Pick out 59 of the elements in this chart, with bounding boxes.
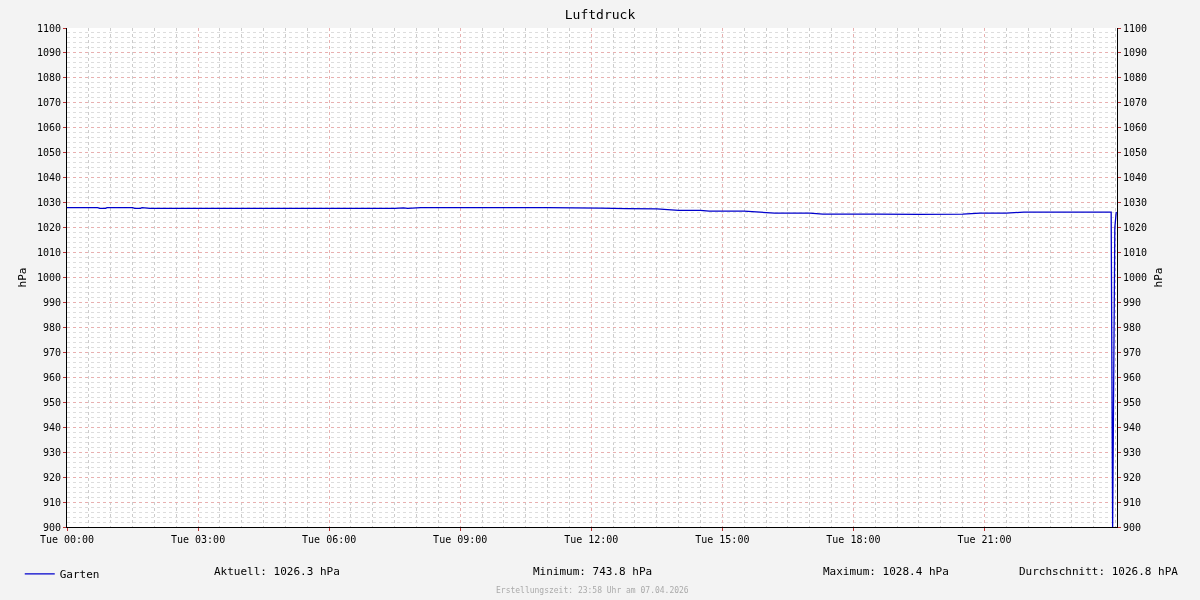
y2-tick-label: 920 — [1123, 471, 1142, 483]
y2-tick-label: 900 — [1123, 521, 1142, 533]
y-tick-label: 1030 — [36, 197, 61, 209]
y2-tick-label: 1030 — [1123, 197, 1148, 209]
y2-tick-label: 1080 — [1123, 72, 1148, 84]
text: Durchschnitt: 1026.8 hPA — [1019, 565, 1179, 578]
y-tick-label: 920 — [42, 471, 61, 483]
x-tick-label: Tue 21:00 — [957, 534, 1012, 545]
text: Erstellungszeit: 23:58 Uhr am 07.04.2026 — [496, 586, 689, 595]
y-tick-label: 1010 — [36, 247, 61, 259]
y-tick-label: 1090 — [36, 47, 61, 59]
y-tick-label: 1070 — [36, 97, 61, 109]
y2-tick-label: 980 — [1123, 321, 1142, 333]
x-tick-label: Tue 03:00 — [170, 534, 226, 545]
chart-title: Luftdruck — [564, 7, 636, 23]
y2-tick-label: 1040 — [1123, 172, 1148, 184]
x-tick-label: Tue 06:00 — [302, 534, 357, 545]
y-tick-label: 900 — [42, 521, 61, 533]
y-tick-label: 910 — [42, 496, 61, 508]
y2-tick-label: 1100 — [1123, 22, 1148, 34]
y-tick-label: 930 — [42, 446, 61, 458]
y2-tick-label: 990 — [1123, 296, 1142, 308]
y-tick-label: 1050 — [36, 147, 61, 159]
y-tick-label: 1060 — [36, 122, 61, 134]
y-tick-label: 970 — [42, 346, 61, 358]
y2-tick-label: 910 — [1123, 496, 1142, 508]
y2-tick-label: 1070 — [1123, 97, 1148, 109]
y2-tick-label: 930 — [1123, 446, 1142, 458]
y2-axis-title: hPa — [1152, 267, 1166, 288]
x-tick-label: Tue 15:00 — [695, 534, 750, 545]
y2-tick-label: 950 — [1123, 396, 1142, 408]
y2-tick-label: 970 — [1123, 346, 1142, 358]
y-tick-label: 980 — [42, 321, 61, 333]
y2-tick-label: 1050 — [1123, 147, 1148, 159]
y-tick-label: 1020 — [36, 222, 61, 234]
y-tick-label: 940 — [42, 421, 61, 433]
y2-tick-label: 1090 — [1123, 47, 1148, 59]
x-tick-label: Tue 00:00 — [39, 534, 95, 545]
y-tick-label: 950 — [42, 396, 61, 408]
x-tick-label: Tue 18:00 — [826, 534, 881, 545]
y2-tick-label: 1060 — [1123, 122, 1148, 134]
y-tick-label: 1080 — [36, 72, 61, 84]
legend-label: Garten — [59, 568, 100, 582]
y-tick-label: 1040 — [36, 172, 61, 184]
y2-tick-label: 960 — [1123, 371, 1142, 383]
y2-tick-label: 1020 — [1123, 222, 1148, 234]
y2-tick-label: 1000 — [1123, 272, 1148, 283]
y2-tick-label: 1010 — [1123, 247, 1148, 259]
x-tick-label: Tue 09:00 — [433, 534, 488, 545]
text: Maximum: 1028.4 hPa — [823, 565, 949, 578]
y-tick-label: 1000 — [36, 272, 61, 283]
y-axis-title: hPa — [15, 267, 29, 288]
y-tick-label: 960 — [42, 371, 61, 383]
y-tick-label: 1100 — [36, 22, 61, 34]
text: Minimum: 743.8 hPa — [533, 565, 653, 578]
text: Aktuell: 1026.3 hPa — [214, 565, 340, 578]
y2-tick-label: 940 — [1123, 421, 1142, 433]
y-tick-label: 990 — [42, 296, 61, 308]
x-tick-label: Tue 12:00 — [564, 534, 619, 545]
